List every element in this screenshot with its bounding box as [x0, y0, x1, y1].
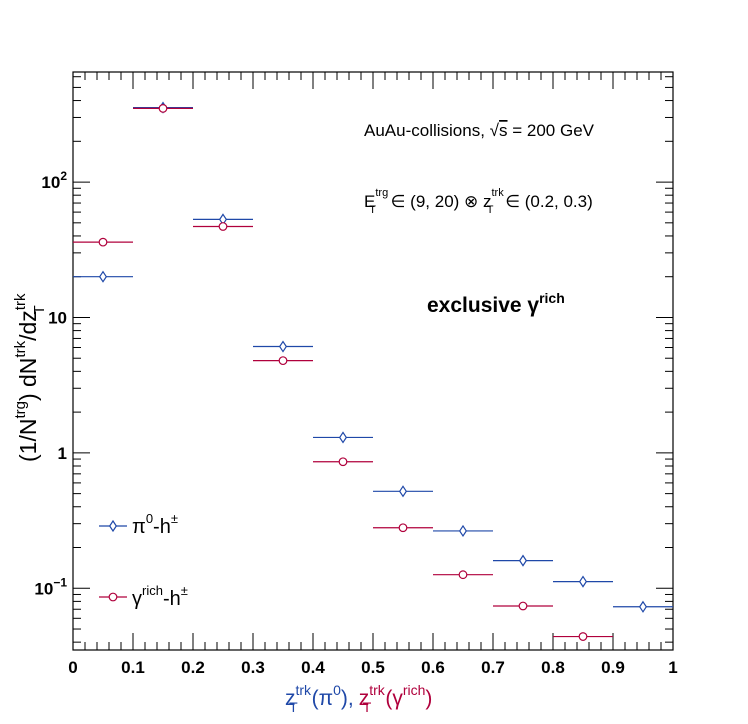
legend-marker-pi0 [108, 519, 118, 533]
legend-label-gamma: γrich-h± [132, 583, 188, 610]
y-tick-label: 1 [58, 444, 67, 463]
selection-annotation: Etrg T ∈ (9, 20) ⊗ ztrk T ∈ (0.2, 0.3) [364, 187, 593, 216]
gamma-data-point [158, 104, 168, 113]
gamma-data-point [458, 570, 468, 580]
pi0-data-point [638, 600, 648, 613]
x-tick-label: 0.5 [361, 658, 385, 677]
y-tick-label: 10−1 [34, 575, 67, 598]
gamma-data-point [218, 222, 228, 231]
x-tick-labels: 0 0.1 0.2 0.3 0.4 0.5 0.6 0.7 0.8 0.9 1 [68, 658, 677, 677]
data-marks [73, 101, 673, 641]
x-axis-title: ztrk T (π0), ztrk T (γrich) [285, 682, 432, 715]
gamma-data-point [278, 356, 288, 366]
x-tick-label: 0.1 [121, 658, 145, 677]
x-tick-label: 0.2 [181, 658, 205, 677]
legend-marker-gamma [108, 592, 118, 602]
pi0-data-point [398, 485, 408, 498]
y-tick-label: 102 [41, 169, 67, 192]
pi0-data-point [458, 524, 468, 538]
pi0-data-point [278, 340, 288, 353]
pi0-data-point [98, 270, 108, 283]
x-tick-label: 0.4 [301, 658, 325, 677]
x-tick-label: 1 [668, 658, 677, 677]
legend-label-pi0: π0-h± [132, 511, 178, 538]
x-tick-label: 0.8 [541, 658, 565, 677]
y-axis-title: (1/Ntrg) dNtrk/dztrk T [12, 293, 48, 462]
x-tick-label: 0.3 [241, 658, 265, 677]
y-tick-label: 10 [48, 308, 67, 327]
x-tick-label: 0.7 [481, 658, 505, 677]
plot-frame [72, 71, 674, 651]
pi0-data-point [518, 554, 528, 567]
x-tick-label: 0.6 [421, 658, 445, 677]
gamma-data-point [398, 523, 408, 533]
gamma-data-point [518, 601, 528, 611]
pi0-data-point [578, 575, 588, 588]
gamma-data-point [578, 632, 588, 641]
axis-ticks [72, 72, 674, 650]
exclusive-annotation: exclusive γrich [427, 290, 565, 317]
collision-annotation: AuAu-collisions, √s = 200 GeV [364, 121, 595, 140]
pi0-data-point [338, 431, 348, 444]
gamma-data-point [98, 237, 108, 247]
legend: π0-h± γrich-h± [99, 511, 188, 610]
x-tick-label: 0.9 [601, 658, 625, 677]
x-tick-label: 0 [68, 658, 77, 677]
y-tick-labels: 10−1 1 10 102 [34, 169, 67, 598]
gamma-data-point [338, 457, 348, 467]
